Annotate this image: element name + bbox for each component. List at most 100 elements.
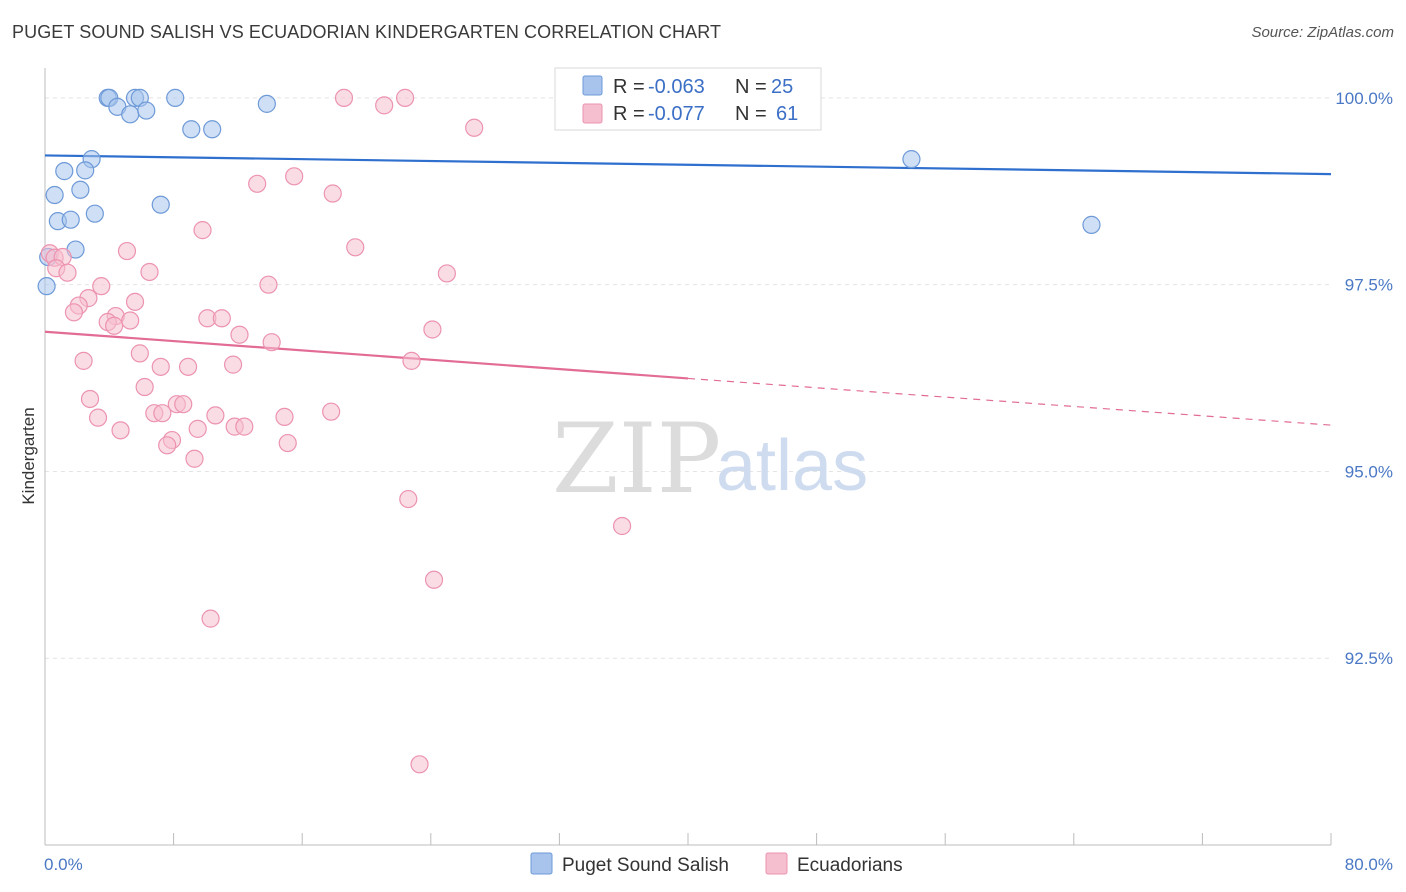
ecuadorian-trend-line-extrapolated <box>687 377 1332 426</box>
ecuadorian-point-18 <box>259 275 278 294</box>
x-tick-labels: 0.0% 80.0% <box>44 855 1393 874</box>
y-axis-label: Kindergarten <box>19 407 38 504</box>
ecuadorian-point-20 <box>125 292 145 311</box>
ecuadorian-point-56 <box>399 489 418 509</box>
ecuadorian-point-4 <box>285 167 304 186</box>
legend-r-value-2: -0.077 <box>648 103 705 125</box>
legend-r-label-2: R = <box>613 103 645 125</box>
y-tick-label-2: 95.0% <box>1345 462 1393 481</box>
legend-swatch-pink <box>582 103 603 124</box>
series-legend-swatch-blue <box>530 852 553 875</box>
salish-point-17 <box>85 204 104 223</box>
ecuadorian-point-2 <box>375 96 394 115</box>
ecuadorian-point-38 <box>135 377 154 397</box>
ecuadorian-point-30 <box>262 333 281 352</box>
ecuadorian-point-11 <box>117 241 137 261</box>
ecuadorian-point-28 <box>212 309 231 328</box>
ecuadorian-point-47 <box>322 402 341 421</box>
salish-point-13 <box>76 161 95 180</box>
chart-title: PUGET SOUND SALISH VS ECUADORIAN KINDERG… <box>12 22 722 42</box>
salish-point-7 <box>137 101 156 120</box>
legend-r-label-1: R = <box>613 76 645 98</box>
ecuadorian-point-58 <box>424 570 444 589</box>
salish-point-8 <box>257 94 276 113</box>
ecuadorian-trend-line <box>44 330 689 380</box>
watermark: ZIP atlas <box>552 403 868 515</box>
data-points <box>37 88 1101 774</box>
ecuadorian-point-43 <box>153 404 172 423</box>
legend-r-value-1: -0.063 <box>648 76 705 98</box>
y-tick-label-0: 100.0% <box>1335 89 1393 108</box>
ecuadorian-point-41 <box>174 395 193 414</box>
ecuadorian-point-60 <box>410 755 429 774</box>
x-tick-label-1: 80.0% <box>1345 855 1393 874</box>
ecuadorian-point-17 <box>92 277 111 296</box>
ecuadorian-point-16 <box>437 264 456 283</box>
ecuadorian-point-35 <box>151 357 170 376</box>
salish-trend-line <box>44 154 1332 176</box>
salish-point-23 <box>1082 215 1101 234</box>
ecuadorian-point-45 <box>206 406 225 425</box>
x-tick-label-0: 0.0% <box>44 855 83 874</box>
watermark-atlas: atlas <box>716 426 868 506</box>
watermark-zip: ZIP <box>552 403 721 515</box>
ecuadorian-point-6 <box>323 184 342 203</box>
y-tick-label-3: 92.5% <box>1345 649 1393 668</box>
ecuadorian-point-5 <box>248 174 267 193</box>
ecuadorian-point-26 <box>105 316 124 335</box>
ecuadorian-point-3 <box>465 118 484 137</box>
ecuadorian-point-29 <box>230 325 249 344</box>
salish-point-4 <box>166 88 185 107</box>
legend-n-value-1: 25 <box>771 76 793 98</box>
ecuadorian-point-34 <box>402 351 421 370</box>
ecuadorian-point-25 <box>121 311 140 330</box>
salish-point-21 <box>37 277 56 296</box>
legend-n-label-1: N = <box>735 76 767 98</box>
ecuadorian-point-49 <box>188 419 207 438</box>
legend-n-value-2: 61 <box>776 103 798 125</box>
legend-box: R = -0.063 N = 25 R = -0.077 N = 61 <box>554 67 822 131</box>
legend-swatch-blue <box>582 75 603 96</box>
salish-point-22 <box>902 150 921 169</box>
ecuadorian-point-59 <box>201 609 220 628</box>
ecuadorian-point-57 <box>612 516 632 536</box>
salish-point-14 <box>45 185 64 205</box>
ecuadorian-point-31 <box>423 320 442 339</box>
ecuadorian-point-33 <box>74 351 93 370</box>
legend-n-label-2: N = <box>735 103 767 125</box>
ecuadorian-point-0 <box>334 88 354 107</box>
ecuadorian-point-36 <box>178 357 198 376</box>
ecuadorian-point-32 <box>130 344 149 363</box>
ecuadorian-point-14 <box>58 263 77 282</box>
series-legend: Puget Sound Salish Ecuadorians <box>530 852 903 876</box>
ecuadorian-point-12 <box>346 238 365 257</box>
ecuadorian-point-1 <box>395 88 415 107</box>
salish-point-12 <box>55 162 74 181</box>
ecuadorian-point-22 <box>64 303 84 322</box>
salish-point-6 <box>121 105 140 124</box>
axes <box>44 68 1332 846</box>
ecuadorian-point-51 <box>235 417 254 436</box>
ecuadorian-point-7 <box>193 221 212 240</box>
salish-point-19 <box>61 210 80 229</box>
series-legend-label-blue: Puget Sound Salish <box>562 855 729 876</box>
chart-source: Source: ZipAtlas.com <box>1251 24 1394 41</box>
ecuadorian-point-46 <box>275 407 294 427</box>
salish-point-15 <box>71 180 90 199</box>
ecuadorian-point-39 <box>80 389 100 409</box>
trend-lines <box>44 154 1332 426</box>
ecuadorian-point-37 <box>223 355 243 374</box>
series-legend-label-pink: Ecuadorians <box>797 855 903 876</box>
ecuadorian-point-44 <box>88 408 108 427</box>
salish-point-9 <box>182 120 201 139</box>
y-tick-label-1: 97.5% <box>1345 276 1393 295</box>
ecuadorian-point-48 <box>111 421 130 440</box>
series-legend-swatch-pink <box>765 852 788 875</box>
salish-point-16 <box>151 195 170 214</box>
ecuadorian-point-53 <box>158 436 177 455</box>
y-tick-labels: 100.0% 97.5% 95.0% 92.5% <box>1335 89 1393 668</box>
ecuadorian-point-15 <box>140 262 159 282</box>
salish-point-10 <box>203 120 222 139</box>
ecuadorian-point-54 <box>278 433 297 453</box>
